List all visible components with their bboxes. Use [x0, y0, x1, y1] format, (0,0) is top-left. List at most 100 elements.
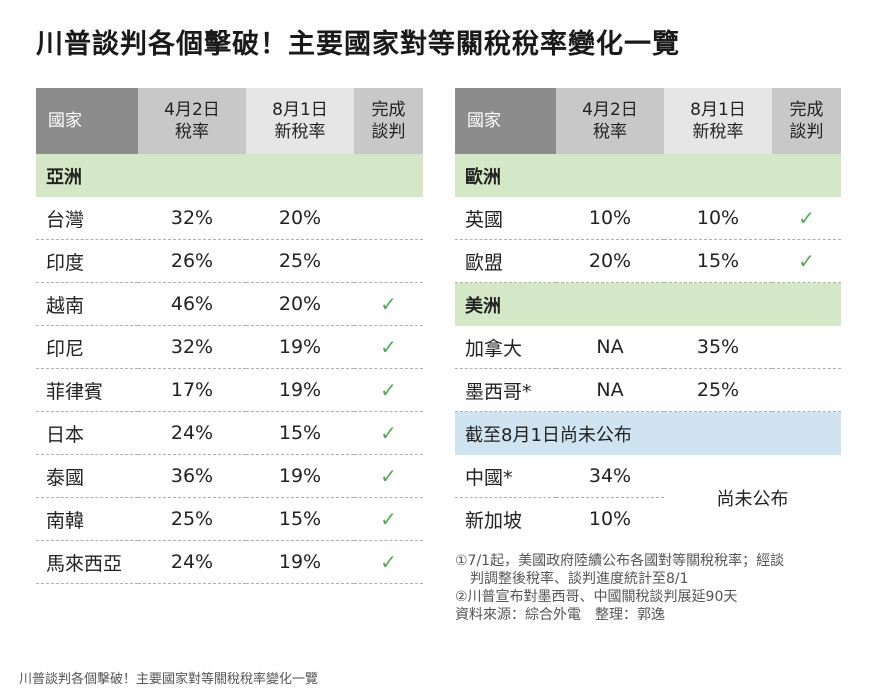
country-name: 新加坡 [465, 509, 523, 532]
header-aug1-line1: 8月1日 [690, 100, 746, 120]
table-row: 中國* 34% 尚未公布 [455, 455, 841, 510]
aug1-rate: 19% [246, 540, 354, 584]
country-name: 印度 [36, 239, 138, 283]
check-icon [772, 368, 841, 412]
table-row: 英國 10% 10% ✓ [455, 197, 841, 240]
region-label: 美洲 [455, 282, 841, 326]
header-apr2-line1: 4月2日 [582, 100, 638, 120]
data-source: 資料來源：綜合外電 整理：郭逸 [455, 607, 665, 623]
table-row: 墨西哥* NA 25% [455, 368, 841, 412]
check-icon: ✓ [354, 325, 423, 369]
apr2-rate: 10% [556, 197, 664, 240]
region-label: 亞洲 [36, 154, 423, 197]
header-done-line1: 完成 [789, 100, 824, 120]
region-row-americas: 美洲 [455, 282, 841, 326]
check-icon: ✓ [354, 540, 423, 584]
apr2-rate: 25% [138, 497, 246, 541]
aug1-rate: 19% [246, 325, 354, 369]
country-name: 菲律賓 [36, 368, 138, 412]
region-label: 截至8月1日尚未公布 [455, 411, 841, 455]
apr2-rate: NA [556, 368, 664, 412]
country-name: 加拿大 [455, 326, 556, 369]
apr2-rate: 24% [138, 411, 246, 455]
apr2-rate: 20% [556, 239, 664, 283]
aug1-rate: 15% [246, 411, 354, 455]
infographic-title: 川普談判各個擊破！主要國家對等關稅稅率變化一覽 [36, 29, 680, 60]
asia-tariff-table: 國家 4月2日 稅率 8月1日 新稅率 完成 談判 亞洲 台灣 32% 20% 印度 26%… [36, 88, 423, 584]
header-negotiation-done: 完成 談判 [772, 88, 841, 154]
aug1-rate: 20% [246, 197, 354, 240]
header-apr2-rate: 4月2日 稅率 [556, 88, 664, 154]
apr2-rate: 26% [138, 239, 246, 283]
check-icon [354, 239, 423, 283]
region-row-asia: 亞洲 [36, 154, 423, 197]
country-name: 越南 [36, 282, 138, 326]
aug1-rate: 25% [664, 368, 772, 412]
table-row: 泰國 36% 19% ✓ [36, 454, 423, 498]
table-row: 印度 26% 25% [36, 239, 423, 283]
footnote-2: ②川普宣布對墨西哥、中國關稅談判展延90天 [455, 589, 738, 605]
footnotes: ①7/1起，美國政府陸續公布各國對等關稅稅率；經談 判調整後稅率、談判進度統計至… [455, 552, 784, 624]
country-name: 日本 [36, 411, 138, 455]
country-name: 歐盟 [455, 239, 556, 283]
header-done-line2: 談判 [371, 122, 406, 142]
apr2-rate: 17% [138, 368, 246, 412]
table-header-row: 國家 4月2日 稅率 8月1日 新稅率 完成 談判 [36, 88, 423, 154]
table-row: 印尼 32% 19% ✓ [36, 325, 423, 369]
header-done-line2: 談判 [789, 122, 824, 142]
aug1-rate: 19% [246, 368, 354, 412]
country-name: 台灣 [36, 197, 138, 240]
country-name: 泰國 [36, 454, 138, 498]
table-row: 菲律賓 17% 19% ✓ [36, 368, 423, 412]
apr2-rate: 24% [138, 540, 246, 584]
region-row-pending: 截至8月1日尚未公布 [455, 411, 841, 455]
apr2-rate: 10% [588, 508, 632, 530]
check-icon: ✓ [772, 239, 841, 283]
header-country: 國家 [455, 88, 556, 154]
check-icon [772, 326, 841, 369]
pending-note: 尚未公布 [716, 488, 789, 510]
header-apr2-line2: 稅率 [593, 122, 627, 142]
table-row: 台灣 32% 20% [36, 197, 423, 240]
country-name: 中國* [455, 455, 556, 498]
table-row: 歐盟 20% 15% ✓ [455, 239, 841, 283]
header-country: 國家 [36, 88, 138, 154]
apr2-rate: 32% [138, 325, 246, 369]
header-apr2-line1: 4月2日 [164, 100, 220, 120]
aug1-rate: 20% [246, 282, 354, 326]
header-done-line1: 完成 [371, 100, 406, 120]
header-apr2-line2: 稅率 [175, 122, 209, 142]
check-icon: ✓ [772, 197, 841, 240]
apr2-rate: 34% [556, 455, 664, 498]
aug1-rate: 19% [246, 454, 354, 498]
table-row: 日本 24% 15% ✓ [36, 411, 423, 455]
check-icon [354, 197, 423, 240]
header-aug1-rate: 8月1日 新稅率 [246, 88, 354, 154]
country-name: 英國 [455, 197, 556, 240]
check-icon: ✓ [354, 282, 423, 326]
aug1-rate: 15% [246, 497, 354, 541]
apr2-rate: 46% [138, 282, 246, 326]
header-aug1-rate: 8月1日 新稅率 [664, 88, 772, 154]
table-row: 越南 46% 20% ✓ [36, 282, 423, 326]
aug1-rate: 35% [664, 326, 772, 369]
table-header-row: 國家 4月2日 稅率 8月1日 新稅率 完成 談判 [455, 88, 841, 154]
footnote-1: ①7/1起，美國政府陸續公布各國對等關稅稅率；經談 [455, 553, 785, 569]
region-row-europe: 歐洲 [455, 154, 841, 197]
apr2-rate: NA [556, 326, 664, 369]
header-aug1-line2: 新稅率 [274, 122, 326, 142]
country-name: 墨西哥* [455, 368, 556, 412]
aug1-rate: 10% [664, 197, 772, 240]
apr2-rate: 36% [138, 454, 246, 498]
table-row: 加拿大 NA 35% [455, 326, 841, 369]
aug1-rate: 15% [664, 239, 772, 283]
image-caption: 川普談判各個擊破！主要國家對等關稅稅率變化一覽 [19, 672, 319, 687]
region-label: 歐洲 [455, 154, 841, 197]
table-row: 馬來西亞 24% 19% ✓ [36, 540, 423, 584]
table-row: 新加坡 10% [455, 498, 841, 541]
header-aug1-line2: 新稅率 [692, 122, 744, 142]
header-negotiation-done: 完成 談判 [354, 88, 423, 154]
footnote-1-cont: 判調整後稅率、談判進度統計至8/1 [470, 571, 689, 587]
header-aug1-line1: 8月1日 [272, 100, 328, 120]
aug1-rate: 25% [246, 239, 354, 283]
